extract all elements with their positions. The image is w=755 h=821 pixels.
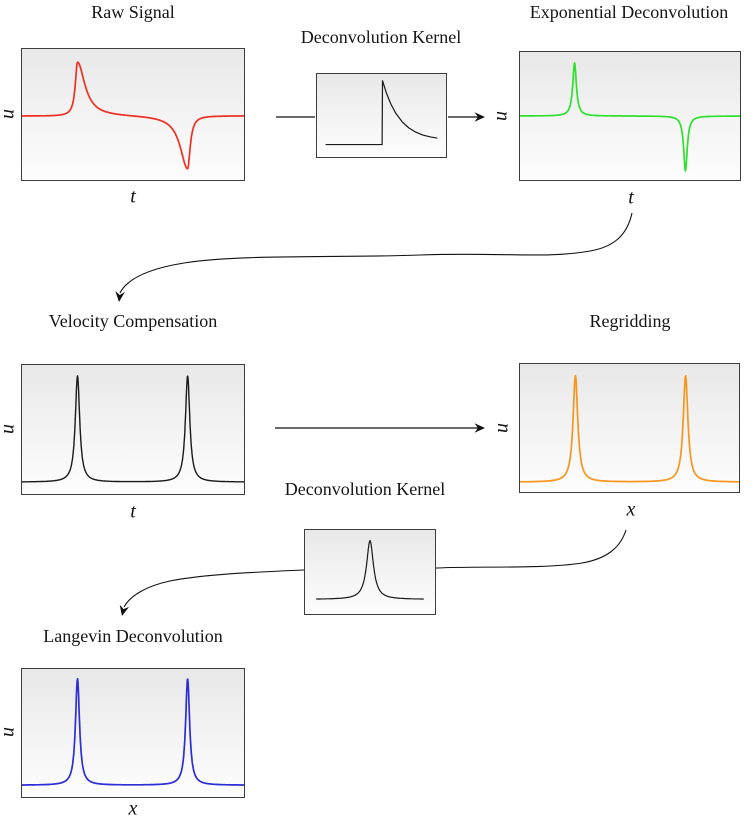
regridding-curve	[520, 374, 739, 483]
arrow-exponential-to-velocity	[119, 212, 633, 294]
kernel-exponential-curve	[325, 80, 438, 146]
raw-signal-curve	[22, 61, 244, 170]
velocity-compensation-curve	[22, 375, 244, 483]
arrowhead-kernel-to-exponential	[474, 112, 485, 122]
title-kernel-langevin: Deconvolution Kernel	[284, 479, 446, 499]
xlabel-velocity-compensation: t	[130, 500, 136, 523]
ylabel-langevin-deconvolution: u	[0, 727, 20, 737]
xlabel-regridding: x	[626, 498, 636, 521]
langevin-deconvolution-curve	[22, 677, 244, 786]
xlabel-raw-signal: t	[130, 185, 136, 208]
title-regridding: Regridding	[589, 311, 671, 331]
ylabel-velocity-compensation: u	[0, 424, 20, 434]
plot-raw-signal	[21, 48, 245, 181]
arrowhead-regridding-to-langevin	[119, 604, 130, 616]
title-exponential-deconvolution: Exponential Deconvolution	[529, 2, 729, 22]
xlabel-exponential-deconvolution: t	[628, 186, 634, 209]
title-langevin-deconvolution: Langevin Deconvolution	[43, 626, 223, 646]
title-velocity-compensation: Velocity Compensation	[48, 311, 218, 331]
ylabel-exponential-deconvolution: u	[489, 111, 512, 121]
arrowhead-velocity-to-regridding	[474, 423, 485, 433]
kernel-box-langevin	[304, 529, 436, 615]
plot-langevin-deconvolution	[21, 668, 245, 798]
ylabel-regridding: u	[490, 423, 513, 433]
plot-exponential-deconvolution	[519, 51, 741, 181]
ylabel-raw-signal: u	[0, 109, 20, 119]
title-kernel-exponential: Deconvolution Kernel	[300, 27, 462, 47]
arrowhead-exponential-to-velocity	[115, 291, 125, 302]
kernel-box-exponential	[316, 73, 447, 158]
plot-regridding	[519, 363, 740, 493]
xlabel-langevin-deconvolution: x	[128, 797, 138, 820]
exponential-deconvolution-curve	[520, 62, 740, 172]
plot-velocity-compensation	[21, 364, 245, 495]
title-raw-signal: Raw Signal	[91, 2, 175, 22]
kernel-langevin-curve	[316, 540, 424, 600]
